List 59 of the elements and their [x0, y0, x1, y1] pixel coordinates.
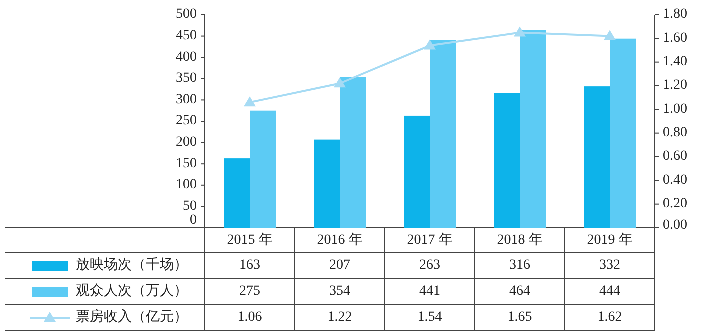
y2-tick-label: 1.20: [663, 78, 688, 94]
bar: [224, 158, 250, 228]
y-tick-label: 350: [176, 71, 197, 86]
x-tick-label: 2016 年: [317, 232, 363, 248]
y-tick-label: 50: [183, 198, 197, 214]
data-label: 1.62: [598, 310, 622, 326]
y2-tick-label: 0.60: [663, 149, 688, 164]
data-label: 441: [420, 284, 440, 300]
y-tick-label: 200: [176, 135, 197, 150]
y-tick-label: 150: [176, 156, 197, 172]
x-tick-label: 2017 年: [407, 232, 453, 248]
legend-label: 放映场次（千场）: [76, 257, 188, 274]
x-tick-label: 2015 年: [227, 232, 273, 248]
bar: [340, 77, 366, 228]
point: [244, 96, 256, 107]
y2-tick-label: 0.00: [663, 218, 688, 234]
data-label: 1.06: [238, 310, 262, 326]
x-tick-label: 2019 年: [587, 232, 633, 248]
point: [334, 78, 346, 88]
data-label: 332: [600, 258, 620, 274]
bar: [404, 116, 430, 228]
point: [514, 26, 526, 37]
data-label: 316: [510, 258, 530, 274]
data-label: 263: [420, 258, 440, 274]
bar: [584, 86, 610, 228]
y2-tick-label: 0.40: [663, 172, 688, 188]
point: [424, 40, 436, 50]
legend-label: 观众人次（万人）: [76, 283, 188, 300]
y-tick-label: 0: [190, 213, 197, 228]
bar: [430, 40, 456, 228]
point: [604, 30, 616, 40]
data-label: 464: [510, 284, 530, 300]
bar: [250, 110, 276, 228]
y-tick-label: 250: [176, 114, 197, 129]
bar: [494, 93, 520, 228]
data-label: 275: [240, 284, 260, 300]
y-tick-label: 450: [176, 28, 197, 44]
bar: [610, 38, 636, 228]
legend-label: 票房收入（亿元）: [76, 309, 188, 326]
data-label: 1.22: [328, 310, 352, 326]
y2-tick-label: 0.80: [663, 126, 688, 141]
y2-tick-label: 1.60: [663, 30, 688, 46]
y-tick-label: 100: [176, 178, 197, 193]
y-tick-label: 400: [176, 50, 197, 65]
data-label: 207: [330, 258, 350, 274]
data-label: 1.54: [418, 310, 442, 326]
y2-tick-label: 1.40: [663, 54, 688, 70]
data-label: 1.65: [508, 310, 532, 326]
data-label: 354: [330, 284, 350, 300]
bar: [314, 140, 340, 228]
y-tick-label: 500: [176, 7, 197, 22]
data-label: 163: [240, 258, 260, 274]
x-tick-label: 2018 年: [497, 232, 543, 248]
y2-tick-label: 0.20: [663, 196, 688, 212]
y-tick-label: 300: [176, 92, 197, 108]
data-label: 444: [600, 284, 620, 300]
y2-tick-label: 1.80: [663, 7, 688, 22]
bar: [520, 30, 546, 228]
y2-tick-label: 1.00: [663, 102, 688, 117]
